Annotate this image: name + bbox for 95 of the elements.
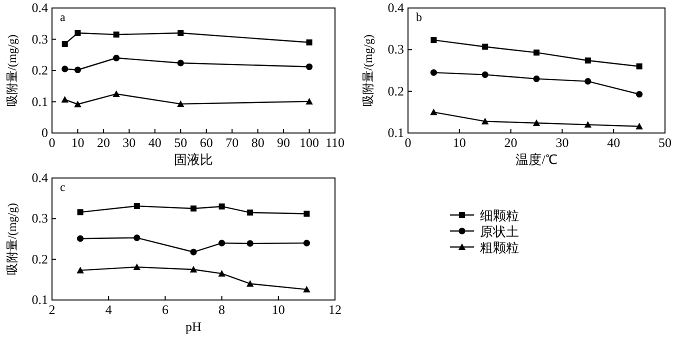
x-tick-label: 12 xyxy=(328,302,342,317)
point xyxy=(177,100,184,107)
point xyxy=(482,44,488,50)
legend-label: 细颗粒 xyxy=(480,208,519,223)
point xyxy=(584,78,592,85)
point xyxy=(218,203,225,210)
y-axis-title: 吸附量/(mg/g) xyxy=(361,34,375,106)
x-tick-label: 30 xyxy=(556,135,569,150)
point xyxy=(430,37,437,44)
x-tick-label: 60 xyxy=(200,135,213,150)
y-tick-label: 0.2 xyxy=(32,251,48,266)
point xyxy=(112,90,120,97)
point xyxy=(306,39,312,46)
x-tick-label: 70 xyxy=(226,135,239,150)
point xyxy=(636,63,642,70)
y-tick-label: 0.1 xyxy=(32,292,48,307)
x-tick-label: 80 xyxy=(251,135,264,150)
point xyxy=(534,50,540,56)
point xyxy=(636,90,643,98)
point xyxy=(177,60,184,66)
y-tick-label: 0.1 xyxy=(388,125,404,140)
x-tick-label: 110 xyxy=(325,135,345,150)
y-tick-label: 0.2 xyxy=(32,62,48,78)
point xyxy=(218,240,226,246)
annotation: a xyxy=(60,10,66,24)
point xyxy=(133,263,140,270)
point xyxy=(190,266,198,272)
y-tick-label: 0.4 xyxy=(388,0,404,15)
y-axis-title: 吸附量/(mg/g) xyxy=(5,203,19,275)
point xyxy=(430,108,438,116)
x-tick-label: 90 xyxy=(277,135,290,150)
point xyxy=(178,30,184,36)
annotation: b xyxy=(416,10,422,24)
y-tick-label: 0.3 xyxy=(388,42,404,57)
y-axis-title: 吸附量/(mg/g) xyxy=(5,34,19,106)
point xyxy=(636,122,643,130)
point xyxy=(533,76,540,82)
point xyxy=(61,96,68,103)
point xyxy=(306,63,313,70)
x-tick-label: 10 xyxy=(272,302,285,317)
point xyxy=(62,66,68,72)
point xyxy=(304,210,310,217)
x-tick-label: 50 xyxy=(174,135,188,150)
point xyxy=(134,234,140,242)
point xyxy=(74,30,81,36)
x-tick-label: 30 xyxy=(122,135,136,150)
point xyxy=(303,240,310,246)
point xyxy=(584,58,591,64)
point xyxy=(113,32,120,38)
x-tick-label: 2 xyxy=(48,302,56,317)
y-tick-label: 0.1 xyxy=(32,94,48,109)
y-tick-label: 0.3 xyxy=(32,31,48,46)
point xyxy=(76,266,84,274)
point xyxy=(218,270,226,277)
point xyxy=(74,66,82,74)
point xyxy=(190,206,196,212)
point xyxy=(482,71,488,78)
x-tick-label: 50 xyxy=(658,135,672,150)
point xyxy=(303,286,310,292)
x-axis-title: pH xyxy=(186,319,202,334)
y-tick-label: 0 xyxy=(42,125,48,140)
x-tick-label: 100 xyxy=(300,135,320,150)
point xyxy=(190,248,197,256)
y-tick-label: 0.2 xyxy=(388,83,404,98)
y-tick-label: 0.3 xyxy=(32,210,48,226)
x-tick-label: 10 xyxy=(452,135,466,150)
x-tick-label: 40 xyxy=(148,135,162,150)
x-tick-label: 4 xyxy=(105,302,112,317)
point xyxy=(74,100,82,108)
legend-label: 粗颗粒 xyxy=(480,240,519,255)
point xyxy=(532,119,540,126)
y-tick-label: 0.4 xyxy=(32,0,48,15)
point xyxy=(246,240,254,247)
x-tick-label: 6 xyxy=(162,302,169,317)
point xyxy=(77,235,84,242)
x-axis-title: 温度/℃ xyxy=(516,152,558,167)
legend-label: 原状土 xyxy=(480,224,519,239)
point xyxy=(247,210,254,216)
point xyxy=(430,69,437,76)
point xyxy=(113,54,120,62)
x-tick-label: 10 xyxy=(71,135,84,150)
x-tick-label: 40 xyxy=(607,135,620,150)
x-axis-title: 固液比 xyxy=(174,152,213,167)
y-tick-label: 0.4 xyxy=(32,170,48,185)
point xyxy=(62,40,68,47)
x-tick-label: 8 xyxy=(218,302,226,317)
point xyxy=(134,203,140,210)
point xyxy=(482,118,489,124)
x-tick-label: 20 xyxy=(504,135,518,150)
point xyxy=(77,209,84,216)
point xyxy=(306,98,313,104)
x-tick-label: 20 xyxy=(96,135,110,150)
point xyxy=(584,121,592,128)
point xyxy=(246,280,254,287)
annotation: c xyxy=(60,180,66,194)
